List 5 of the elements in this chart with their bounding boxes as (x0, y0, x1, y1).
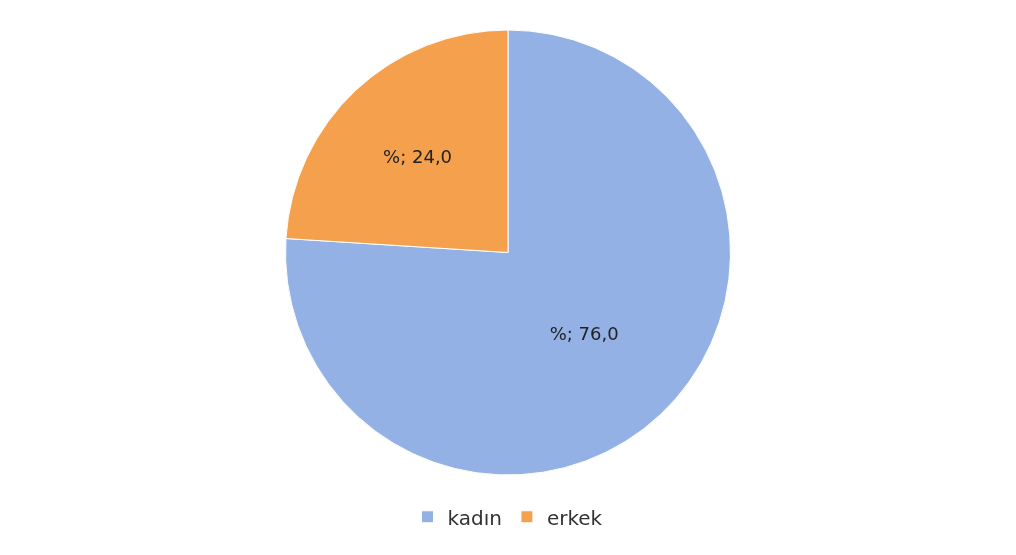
legend-label: kadın (447, 505, 502, 530)
pie-slice (285, 29, 731, 476)
data-label: %; 76,0 (549, 323, 619, 345)
data-label: %; 24,0 (383, 145, 453, 167)
legend-label: erkek (546, 505, 603, 530)
